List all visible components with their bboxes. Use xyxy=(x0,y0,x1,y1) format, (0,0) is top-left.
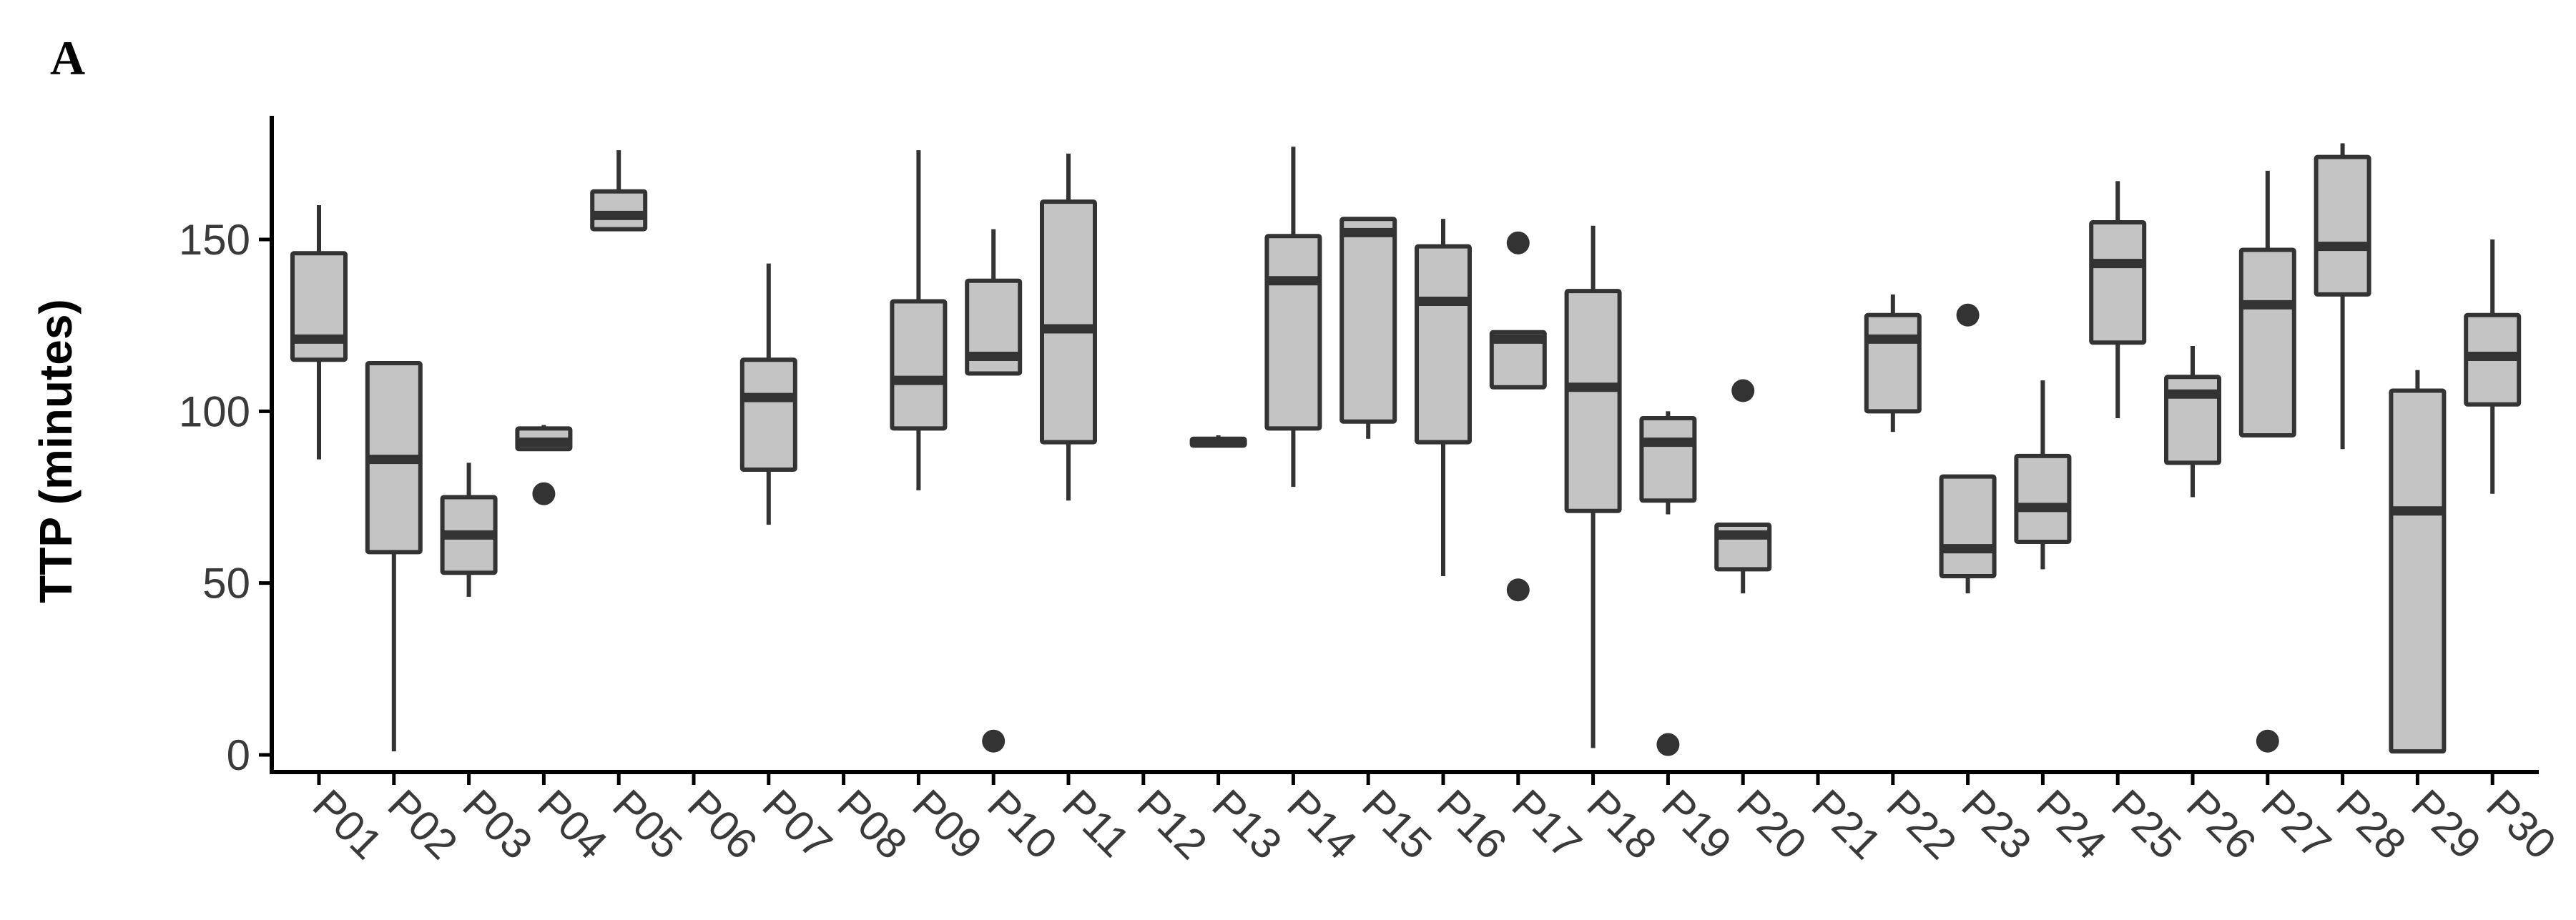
x-tick-label: P23 xyxy=(1952,781,2040,869)
x-tick-label: P26 xyxy=(2178,781,2266,869)
x-tick-label: P05 xyxy=(604,781,692,869)
box-p03 xyxy=(440,463,498,597)
box-p18 xyxy=(1564,225,1622,748)
x-tick-label: P12 xyxy=(1129,781,1216,869)
y-ticks: 0 50 100 150 xyxy=(179,216,272,779)
x-tick-label: P21 xyxy=(1803,781,1891,869)
x-tick-label: P17 xyxy=(1503,781,1591,869)
box-iqr xyxy=(2014,453,2072,544)
box-p01 xyxy=(290,204,348,460)
x-tick-label: P08 xyxy=(828,781,916,869)
box-p16 xyxy=(1415,219,1472,577)
box-iqr xyxy=(965,278,1023,376)
box-p28 xyxy=(2314,143,2371,450)
box-p23 xyxy=(1939,303,1997,594)
y-tick-label: 50 xyxy=(202,560,250,608)
box-iqr xyxy=(1564,289,1622,513)
box-iqr xyxy=(290,251,348,362)
x-tick-label: P10 xyxy=(978,781,1066,869)
box-iqr xyxy=(2389,388,2447,754)
box-p30 xyxy=(2464,239,2522,494)
box-p26 xyxy=(2164,346,2221,498)
x-tick-label: P06 xyxy=(679,781,767,869)
x-tick-label: P25 xyxy=(2103,781,2191,869)
x-tick-label: P19 xyxy=(1653,781,1741,869)
box-iqr xyxy=(739,357,797,473)
box-iqr xyxy=(1489,330,1547,390)
x-tick-label: P22 xyxy=(1878,781,1966,869)
box-p14 xyxy=(1264,147,1322,488)
x-tick-label: P30 xyxy=(2477,781,2565,869)
box-iqr xyxy=(590,189,648,232)
box-p27 xyxy=(2238,170,2296,753)
x-tick-label: P01 xyxy=(304,781,392,869)
box-p04 xyxy=(515,425,573,505)
x-tick-label: P04 xyxy=(529,781,616,869)
x-tick-label: P13 xyxy=(1203,781,1291,869)
outlier-point xyxy=(532,482,556,505)
box-p07 xyxy=(739,263,797,525)
box-p24 xyxy=(2014,380,2072,570)
x-tick-label: P18 xyxy=(1578,781,1666,869)
outlier-point xyxy=(1956,303,1980,327)
box-p10 xyxy=(965,229,1023,753)
outlier-point xyxy=(1506,578,1530,602)
outlier-point xyxy=(1656,733,1680,756)
box-iqr xyxy=(2089,219,2147,345)
box-p29 xyxy=(2389,370,2447,754)
panel-label: A xyxy=(50,31,86,85)
box-p11 xyxy=(1040,153,1097,501)
box-iqr xyxy=(1639,415,1697,503)
box-p09 xyxy=(890,150,948,490)
x-tick-label: P09 xyxy=(903,781,991,869)
box-iqr xyxy=(890,299,948,431)
box-iqr xyxy=(1264,234,1322,431)
box-p20 xyxy=(1714,379,1772,594)
x-tick-label: P11 xyxy=(1053,781,1139,866)
box-iqr xyxy=(1339,217,1397,424)
box-p13 xyxy=(1189,435,1247,448)
x-tick-label: P07 xyxy=(754,781,842,869)
box-iqr xyxy=(1939,474,1997,579)
box-iqr xyxy=(2314,154,2371,297)
x-tick-label: P29 xyxy=(2402,781,2490,869)
x-tick-label: P27 xyxy=(2253,781,2341,869)
box-iqr xyxy=(2238,247,2296,437)
box-p22 xyxy=(1864,294,1922,432)
y-tick-label: 100 xyxy=(179,387,250,435)
boxes-layer xyxy=(290,143,2522,756)
box-iqr xyxy=(1040,199,1097,445)
y-tick-label: 150 xyxy=(179,216,250,264)
box-p19 xyxy=(1639,411,1697,756)
y-tick-label: 0 xyxy=(227,731,250,779)
outlier-point xyxy=(1506,231,1530,254)
x-tick-label: P14 xyxy=(1278,781,1366,869)
x-tick-label: P02 xyxy=(379,781,467,869)
outlier-point xyxy=(1731,379,1755,402)
outlier-point xyxy=(2256,729,2279,753)
x-tick-label: P20 xyxy=(1728,781,1816,869)
box-p17 xyxy=(1489,231,1547,602)
box-p25 xyxy=(2089,181,2147,418)
box-p15 xyxy=(1339,217,1397,439)
box-iqr xyxy=(1415,244,1472,445)
outlier-point xyxy=(982,729,1006,753)
x-tick-label: P24 xyxy=(2027,781,2115,869)
x-tick-label: P28 xyxy=(2327,781,2415,869)
box-p02 xyxy=(365,361,423,752)
x-tick-label: P15 xyxy=(1353,781,1441,869)
x-tick-label: P03 xyxy=(453,781,541,869)
box-iqr xyxy=(1864,312,1922,414)
x-ticks: P01P02P03P04P05P06P07P08P09P10P11P12P13P… xyxy=(304,772,2565,869)
box-p05 xyxy=(590,150,648,232)
y-axis-label: TTP (minutes) xyxy=(30,299,82,603)
x-tick-label: P16 xyxy=(1428,781,1516,869)
